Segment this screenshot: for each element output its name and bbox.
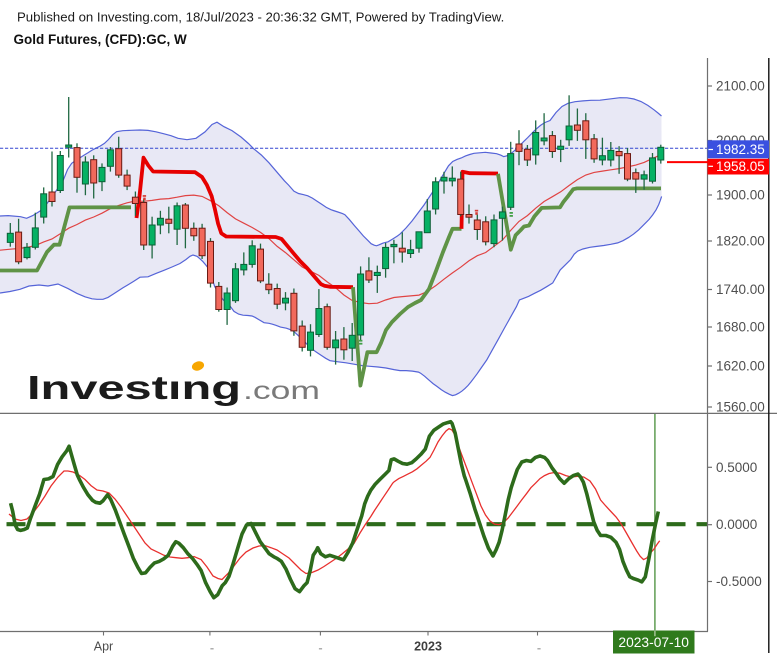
svg-text:Investıng: Investıng	[27, 369, 241, 406]
svg-text:1740.00: 1740.00	[716, 282, 765, 297]
svg-text:1958.05: 1958.05	[716, 159, 765, 174]
svg-text:1982.35: 1982.35	[716, 142, 765, 157]
svg-text:1900.00: 1900.00	[716, 188, 765, 203]
svg-text:1620.00: 1620.00	[716, 359, 765, 374]
svg-text:1820.00: 1820.00	[716, 234, 765, 249]
svg-text:-0.5000: -0.5000	[716, 574, 762, 589]
svg-text:Published on Investing.com, 18: Published on Investing.com, 18/Jul/2023 …	[17, 10, 504, 25]
svg-text:2023: 2023	[414, 640, 442, 654]
svg-text:2100.00: 2100.00	[716, 79, 765, 94]
svg-text:1680.00: 1680.00	[716, 320, 765, 335]
svg-text:0.0000: 0.0000	[716, 517, 757, 532]
svg-text:.com: .com	[243, 377, 320, 405]
svg-text:Gold Futures, (CFD):GC, W: Gold Futures, (CFD):GC, W	[14, 32, 187, 47]
svg-text:1560.00: 1560.00	[716, 400, 765, 415]
svg-text:Apr: Apr	[94, 640, 113, 654]
svg-text:0.5000: 0.5000	[716, 460, 757, 475]
svg-text:2023-07-10: 2023-07-10	[618, 635, 689, 650]
